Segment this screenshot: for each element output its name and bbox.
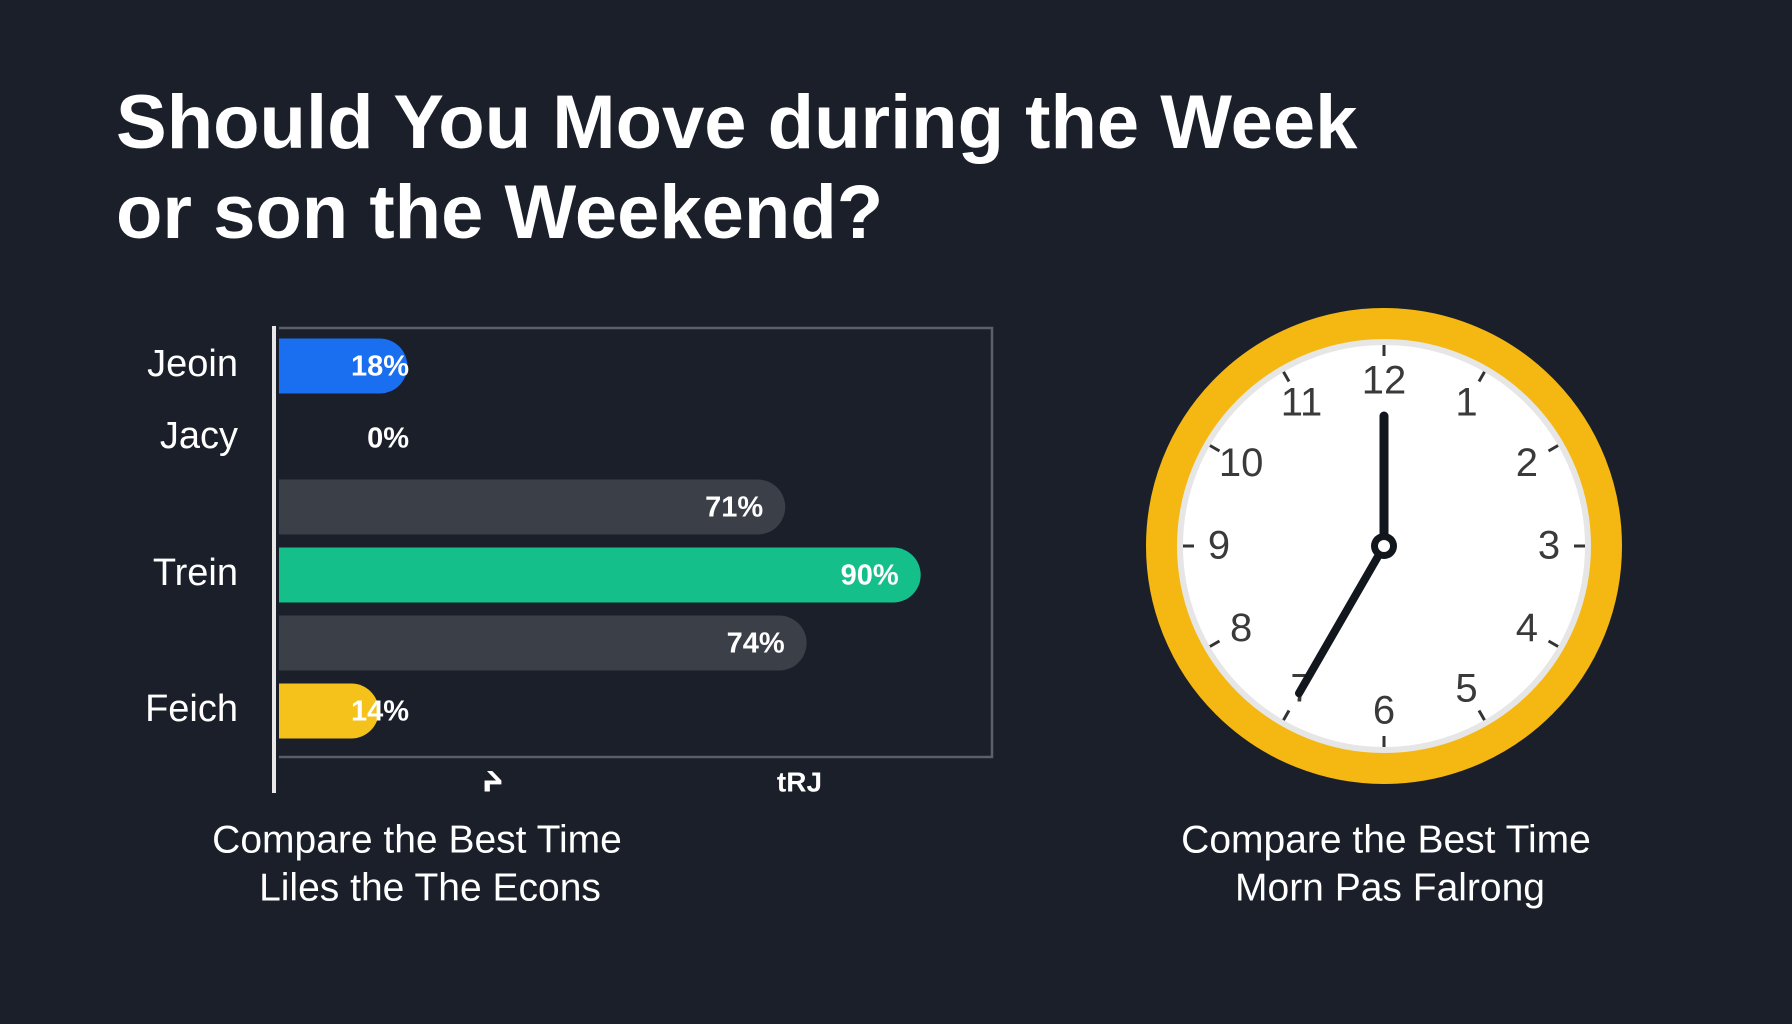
caption: Compare the Best Time [212,818,622,861]
clock-center-dot [1378,540,1390,552]
value-label: 18% [351,351,409,383]
category-label: Trein [153,552,238,594]
caption: Compare the Best Time [1181,818,1591,861]
clock-tick [1547,639,1559,648]
clock-tick [1547,444,1559,453]
category-label: Jacy [160,415,238,457]
bar [279,547,921,603]
clock-tick [1477,709,1486,721]
value-label: 71% [705,492,763,524]
clock-rim [1177,339,1591,753]
clock-number: 5 [1455,666,1477,710]
title-line: or son the Weekend? [116,170,883,255]
bar [279,615,807,671]
category-label: Feich [145,688,238,730]
caption: Liles the The Econs [259,866,601,909]
clock-tick [1209,444,1221,453]
x-tick-label: ᔨ [482,766,504,797]
clock-tick [1282,709,1291,721]
clock-number: 8 [1230,606,1252,650]
hour-hand [1295,542,1388,698]
clock-number: 11 [1281,381,1323,425]
clock-number: 9 [1208,524,1230,568]
clock-number: 1 [1455,381,1477,425]
bar [279,479,786,535]
clock-number: 10 [1219,441,1264,485]
category-label: Jeoin [147,343,238,385]
plot-frame [279,326,994,759]
clock-tick [1477,371,1486,383]
value-label: 0% [367,423,409,455]
x-tick-label: tRJ [777,766,822,797]
value-label: 14% [351,696,409,728]
bar [279,338,408,394]
clock-number: 2 [1516,441,1538,485]
title-line: Should You Move during the Week [116,80,1358,165]
clock-tick [1282,371,1291,383]
value-label: 90% [841,560,899,592]
clock-tick [1209,639,1221,648]
clock-number: 12 [1362,359,1407,403]
clock-number: 3 [1538,524,1560,568]
clock-number: 4 [1516,606,1538,650]
clock-number: 6 [1373,689,1395,733]
value-label: 74% [727,628,785,660]
bar [279,683,379,739]
caption: Morn Pas Falrong [1235,866,1545,909]
